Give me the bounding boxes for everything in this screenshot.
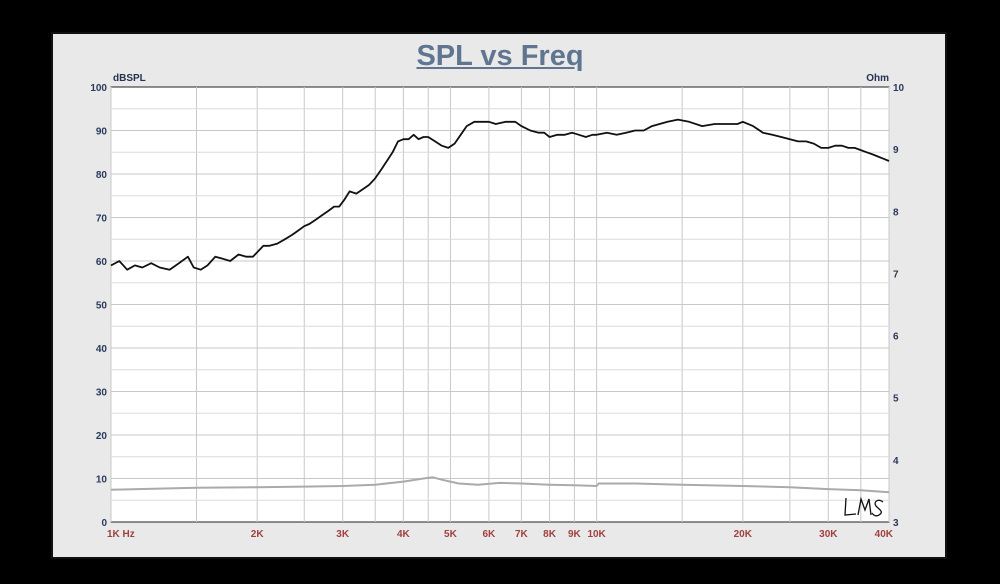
x-tick-label: 3K — [336, 529, 350, 540]
x-tick-label: 20K — [734, 529, 753, 540]
y-tick-label-right: 6 — [893, 332, 899, 343]
y-tick-label-right: 5 — [893, 394, 899, 405]
y-tick-label-right: 10 — [893, 83, 905, 94]
y-tick-label-right: 9 — [893, 145, 899, 156]
impedance-series-line — [110, 476, 890, 494]
y-tick-label-left: 0 — [101, 518, 107, 529]
x-tick-label: 40K — [875, 529, 894, 540]
y-tick-label-left: 60 — [96, 257, 108, 268]
x-tick-label: 4K — [397, 529, 411, 540]
x-tick-label: 8K — [543, 529, 557, 540]
y-tick-label-right: 3 — [893, 518, 899, 529]
y-tick-label-left: 40 — [96, 344, 108, 355]
tick-labels: 0 10 20 30 40 50 60 70 80 90 100 3 4 5 6 7 8 9 10 1K Hz 2K 3K… — [90, 83, 904, 540]
y-tick-label-left: 80 — [96, 170, 108, 181]
chart-title: SPL vs Freq — [416, 40, 584, 72]
x-tick-label: 2K — [251, 529, 265, 540]
x-tick-label: 9K — [568, 529, 582, 540]
y-tick-label-left: 70 — [96, 214, 108, 225]
y-tick-label-left: 50 — [96, 301, 108, 312]
spl-series-line — [110, 118, 890, 271]
y-axis-label-right: Ohm — [866, 73, 889, 84]
y-tick-label-left: 10 — [96, 475, 108, 486]
y-tick-label-left: 20 — [96, 431, 108, 442]
y-tick-label-right: 8 — [893, 207, 899, 218]
x-tick-label: 5K — [444, 529, 458, 540]
x-tick-label: 7K — [515, 529, 529, 540]
x-tick-label: 30K — [819, 529, 838, 540]
x-tick-label: 1K Hz — [107, 529, 135, 540]
x-tick-label: 6K — [482, 529, 496, 540]
y-tick-label-left: 90 — [96, 127, 108, 138]
y-tick-label-right: 7 — [893, 269, 899, 280]
x-tick-label: 10K — [587, 529, 606, 540]
y-tick-label-left: 100 — [90, 83, 107, 94]
lms-logo — [844, 496, 884, 517]
y-tick-label-left: 30 — [96, 388, 108, 399]
y-axis-label-left: dBSPL — [113, 73, 146, 84]
grid-lines — [110, 87, 890, 522]
series-lines — [110, 118, 890, 494]
y-tick-label-right: 4 — [893, 456, 899, 467]
